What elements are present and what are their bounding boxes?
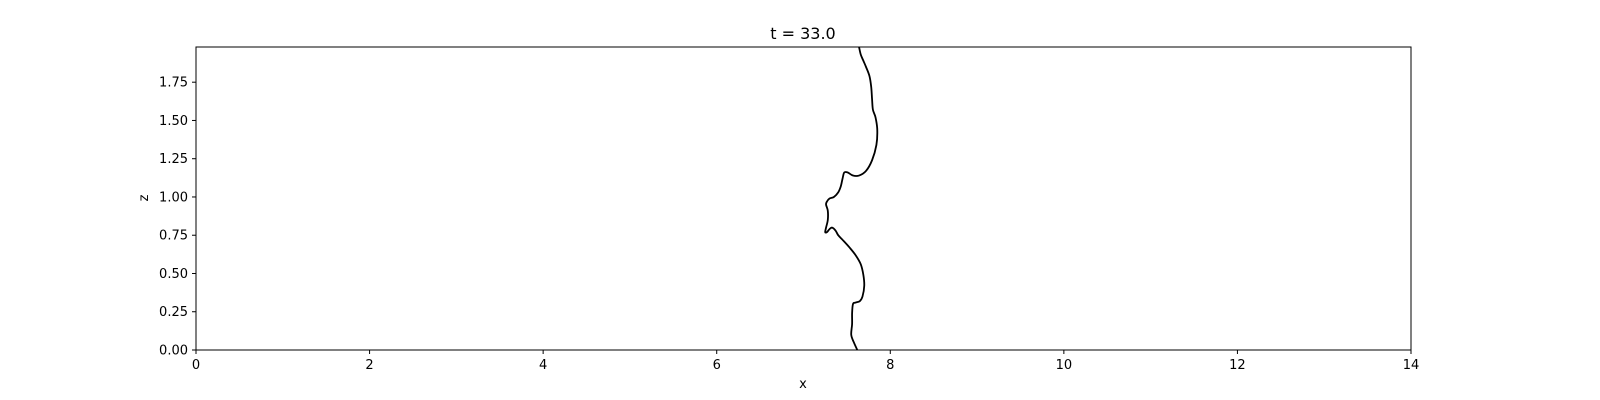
x-tick-label: 14: [1403, 358, 1420, 373]
plot-frame: [195, 46, 1412, 351]
x-axis: 0 2 4 6 8 10 12 14: [192, 350, 1419, 373]
y-tick-label: 1.75: [159, 76, 188, 91]
x-tick-label: 6: [713, 358, 721, 373]
x-tick-label: 12: [1229, 358, 1246, 373]
interface-curve: [824, 46, 879, 351]
chart-title: t = 33.0: [770, 24, 835, 43]
x-axis-label: x: [799, 377, 807, 392]
y-axis-label: z: [137, 194, 152, 201]
y-tick-label: 0.75: [159, 229, 188, 244]
y-tick-label: 1.25: [159, 152, 188, 167]
x-tick-label: 4: [539, 358, 547, 373]
y-tick-label: 0.25: [159, 305, 188, 320]
x-tick-label: 0: [192, 358, 200, 373]
y-tick-label: 1.00: [159, 190, 188, 205]
y-axis: 0.00 0.25 0.50 0.75 1.00 1.25 1.50 1.75: [159, 76, 196, 359]
x-tick-label: 2: [365, 358, 373, 373]
series-layer: [824, 46, 879, 351]
y-tick-label: 0.50: [159, 267, 188, 282]
y-tick-label: 0.00: [159, 344, 188, 359]
x-tick-label: 10: [1056, 358, 1073, 373]
x-tick-label: 8: [886, 358, 894, 373]
y-tick-label: 1.50: [159, 114, 188, 129]
